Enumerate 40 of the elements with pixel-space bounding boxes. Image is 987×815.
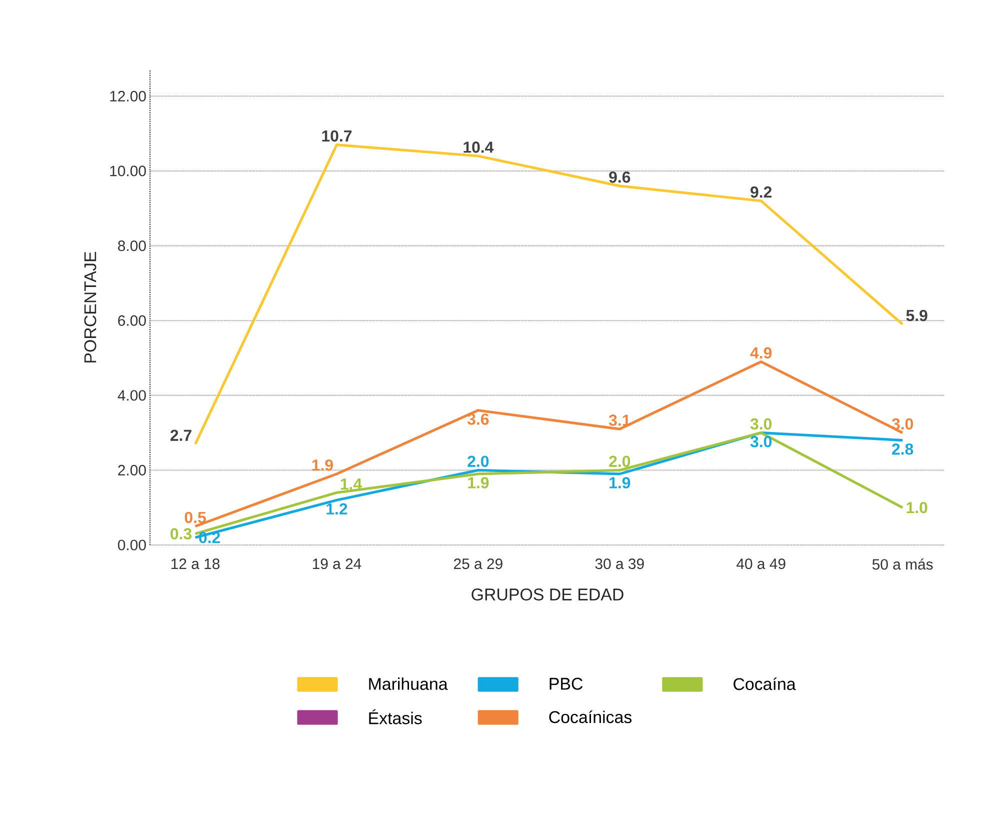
x-tick-label: 12 a 18 (171, 558, 220, 570)
data-label: 2.0 (468, 456, 489, 468)
legend-label: Cocaína (734, 677, 796, 690)
legend-label: Éxtasis (369, 709, 422, 724)
data-label: 1.2 (326, 503, 348, 514)
y-tick-label: 6.00 (118, 315, 146, 326)
y-axis-title: PORCENTAJE (84, 252, 96, 362)
data-label: 10.4 (464, 142, 494, 153)
y-tick-label: 4.00 (118, 390, 146, 401)
data-label: 1.9 (468, 477, 489, 488)
x-tick-label: 30 a 39 (595, 558, 644, 570)
y-tick-label: 0.00 (118, 540, 146, 550)
y-tick-label: 10.00 (110, 166, 146, 176)
data-label: 3.0 (750, 418, 772, 430)
data-label: 9.6 (609, 171, 630, 183)
data-label: 2.0 (609, 456, 630, 468)
x-tick-label: 19 a 24 (312, 558, 362, 570)
data-label: 9.2 (750, 186, 772, 198)
data-label: 2.8 (892, 443, 914, 455)
data-label: 1.0 (906, 502, 928, 514)
x-tick-label: 40 a 49 (736, 558, 786, 570)
y-tick-label: 2.00 (118, 464, 146, 476)
data-label: 1.4 (340, 478, 362, 490)
data-label: 5.9 (906, 310, 928, 322)
x-axis-title: GRUPOS DE EDAD (472, 588, 624, 601)
legend-label: Marihuana (369, 678, 448, 690)
y-tick-label: 12.00 (110, 90, 146, 102)
data-label: 0.3 (170, 528, 192, 540)
data-label: 2.7 (170, 430, 192, 441)
data-label: 3.0 (750, 436, 772, 448)
legend-label: Cocaínicas (549, 710, 632, 724)
y-tick-label: 8.00 (118, 240, 146, 252)
data-label: 1.9 (312, 459, 333, 471)
data-label: 0.5 (184, 512, 206, 524)
data-label: 10.7 (322, 130, 352, 142)
data-label: 4.9 (750, 347, 772, 359)
data-label: 1.9 (610, 477, 630, 488)
x-tick-label: 50 a más (872, 558, 933, 570)
x-tick-label: 25 a 29 (454, 558, 502, 570)
legend-label: PBC (550, 678, 583, 690)
